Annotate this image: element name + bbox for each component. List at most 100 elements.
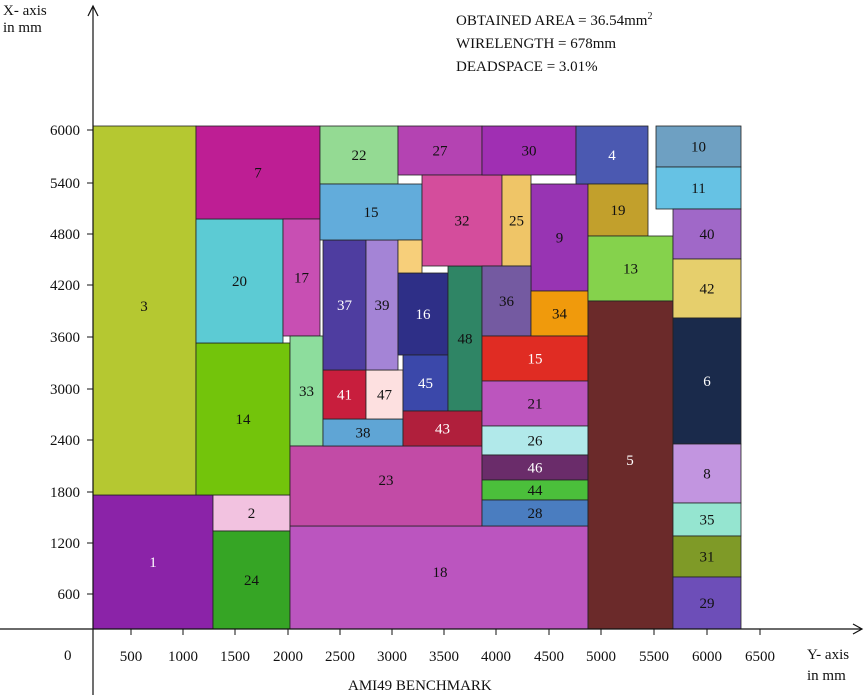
block-label-2: 2 [248,506,256,522]
block-label-17: 17 [294,271,310,287]
x-tick-label: 3500 [429,649,459,665]
x-tick-label: 5500 [639,649,669,665]
y-tick-label: 6000 [50,123,80,139]
block-43 [402,410,483,447]
block-label-34: 34 [552,307,568,323]
x-tick-label: 2000 [273,649,303,665]
block-10 [655,125,742,168]
horizontal-axis-label-line1: Y- axis [807,647,850,663]
block-48 [447,265,483,412]
obtained-area-text: OBTAINED AREA = 36.54mm [456,13,648,29]
block-label-26: 26 [528,434,544,450]
obtained-area: OBTAINED AREA = 36.54mm2 [456,10,652,33]
block-label-22: 22 [352,148,367,164]
y-tick-label: 4200 [50,278,80,294]
deadspace: DEADSPACE = 3.01% [456,59,598,75]
block-34 [530,290,589,337]
block-label-30: 30 [522,144,537,160]
block-label-27: 27 [433,144,449,160]
horizontal-axis-arrow [852,623,864,635]
x-tick-label: 4000 [481,649,511,665]
block-label-46: 46 [528,461,544,477]
block-label-33: 33 [299,384,314,400]
block-label-1: 1 [149,555,157,571]
block-16 [397,272,449,356]
x-tick-label: 5000 [586,649,616,665]
block-label-40: 40 [700,227,715,243]
block-36 [481,265,532,337]
x-tick-label: 1000 [168,649,198,665]
block-label-3: 3 [140,299,148,315]
block-20 [195,218,284,344]
block-label-8: 8 [703,467,711,483]
block-label-32: 32 [455,214,470,230]
block-3 [92,125,197,496]
vertical-axis-arrow [87,4,99,17]
block-1 [92,494,214,630]
block-label-45: 45 [418,376,433,392]
y-tick-label: 3000 [50,382,80,398]
block-label-5: 5 [626,453,634,469]
block-label-24: 24 [244,573,260,589]
x-tick-label: 2500 [325,649,355,665]
block-29 [672,576,742,630]
block-24 [212,530,291,630]
y-tick-label: 3600 [50,330,80,346]
y-tick-label: 1200 [50,536,80,552]
block-18 [289,525,589,630]
block-label-31: 31 [700,550,715,566]
vertical-axis-label-line1: X- axis [3,3,47,19]
block-label-44: 44 [528,483,544,499]
block-31 [672,535,742,578]
block-label-28: 28 [528,506,543,522]
stats-panel: OBTAINED AREA = 36.54mm2 WIRELENGTH = 67… [456,10,652,79]
block-label-15b: 15 [528,352,543,368]
block-41 [322,369,367,420]
block-4 [575,125,649,185]
block-filler [397,239,423,274]
block-15a [319,183,423,241]
block-label-41: 41 [337,388,352,404]
block-6 [672,317,742,445]
block-25 [501,174,532,267]
block-2 [212,494,291,532]
x-tick-label: 6500 [745,649,775,665]
block-label-43: 43 [435,422,450,438]
ticks-layer: 500 1000 1500 2000 2500 3000 3500 4000 4500 5000 5… [50,123,775,665]
block-label-11: 11 [691,181,705,197]
block-label-36: 36 [499,294,515,310]
block-42 [672,258,742,319]
block-label-20: 20 [232,274,247,290]
y-tick-label: 2400 [50,433,80,449]
block-38 [322,418,404,447]
block-label-23: 23 [379,473,394,489]
block-label-15a: 15 [364,205,379,221]
block-label-47: 47 [377,388,393,404]
block-17 [282,218,321,337]
block-39 [365,239,399,371]
origin-label: 0 [64,648,72,664]
horizontal-axis-label-line2: in mm [807,668,846,684]
y-tick-label: 4800 [50,227,80,243]
block-label-7: 7 [254,166,262,182]
block-7 [195,125,321,220]
block-22 [319,125,399,185]
block-9 [530,183,589,292]
block-label-9: 9 [556,231,564,247]
block-label-18: 18 [433,565,448,581]
block-label-37: 37 [337,298,353,314]
vertical-axis-label-line2: in mm [3,20,42,36]
block-label-6: 6 [703,374,711,390]
block-label-39: 39 [375,298,390,314]
y-tick-label: 1800 [50,485,80,501]
block-27 [397,125,483,176]
block-label-10: 10 [691,140,706,156]
y-tick-label: 600 [58,587,81,603]
block-45 [402,354,449,412]
block-label-29: 29 [700,596,715,612]
x-tick-label: 3000 [377,649,407,665]
y-tick-label: 5400 [50,176,80,192]
wirelength: WIRELENGTH = 678mm [456,36,617,52]
